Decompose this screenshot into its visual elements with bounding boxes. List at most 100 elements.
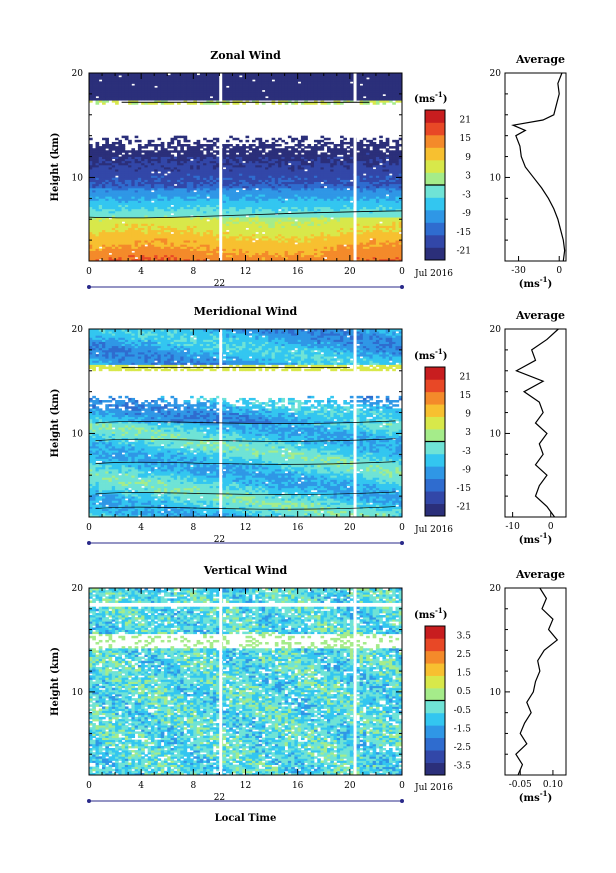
- heatmap-cell: [121, 75, 126, 78]
- heatmap-cell: [89, 185, 93, 189]
- heatmap-cell: [108, 171, 113, 174]
- heatmap-cell: [111, 202, 116, 205]
- heatmap-cell: [167, 150, 171, 153]
- heatmap-cell: [89, 223, 93, 226]
- heatmap-cell: [222, 169, 227, 172]
- heatmap-cell: [102, 77, 106, 80]
- heatmap-cell: [108, 87, 113, 91]
- heatmap-cell: [98, 212, 103, 216]
- heatmap-cell: [225, 154, 230, 157]
- heatmap-cell: [89, 158, 93, 162]
- heatmap-cell: [121, 83, 126, 86]
- heatmap-cell: [111, 181, 116, 185]
- heatmap-cell: [235, 144, 240, 147]
- heatmap-cell: [131, 85, 136, 89]
- heatmap-cell: [89, 202, 93, 205]
- heatmap-cell: [137, 144, 142, 147]
- heatmap-cell: [92, 154, 96, 157]
- heatmap-cell: [115, 100, 119, 103]
- heatmap-cell: [199, 150, 204, 153]
- heatmap-cell: [261, 141, 266, 145]
- heatmap-cell: [163, 148, 168, 151]
- heatmap-cell: [111, 200, 116, 203]
- heatmap-cell: [291, 146, 295, 149]
- heatmap-cell: [89, 83, 93, 86]
- heatmap-cell: [115, 150, 119, 153]
- heatmap-cell: [124, 221, 129, 224]
- heatmap-cell: [111, 212, 116, 216]
- heatmap-cell: [124, 244, 129, 247]
- heatmap-cell: [89, 244, 93, 247]
- heatmap-cell: [105, 162, 109, 166]
- heatmap-cell: [121, 194, 126, 197]
- heatmap-cell: [102, 93, 106, 97]
- heatmap-cell: [89, 154, 93, 157]
- heatmap-cell: [98, 227, 103, 231]
- heatmap-cell: [128, 200, 132, 203]
- heatmap-cell: [102, 89, 106, 93]
- heatmap-cell: [105, 196, 109, 199]
- heatmap-cell: [212, 150, 217, 153]
- heatmap-cell: [294, 221, 299, 224]
- heatmap-cell: [102, 189, 106, 193]
- heatmap-cell: [89, 85, 93, 89]
- heatmap-cell: [89, 235, 93, 239]
- heatmap-cell: [102, 233, 106, 237]
- heatmap-cell: [92, 169, 96, 172]
- heatmap-cell: [105, 141, 109, 145]
- heatmap-cell: [118, 141, 122, 145]
- heatmap-cell: [105, 73, 109, 76]
- heatmap-cell: [98, 210, 103, 214]
- heatmap-cell: [245, 146, 250, 149]
- heatmap-cell: [92, 246, 96, 249]
- heatmap-cell: [108, 160, 113, 164]
- heatmap-cell: [278, 148, 282, 151]
- heatmap-cell: [118, 162, 122, 166]
- heatmap-cell: [102, 206, 106, 210]
- heatmap-cell: [92, 181, 96, 185]
- heatmap-cell: [111, 141, 116, 145]
- heatmap-cell: [105, 183, 109, 187]
- heatmap-cell: [128, 221, 132, 224]
- heatmap-cell: [98, 225, 103, 228]
- heatmap-cell: [89, 229, 93, 233]
- heatmap-cell: [95, 258, 100, 262]
- heatmap-cell: [115, 252, 119, 256]
- heatmap-cell: [98, 146, 103, 149]
- heatmap-cell: [121, 252, 126, 256]
- heatmap-cell: [95, 200, 100, 203]
- heatmap-cell: [124, 75, 129, 78]
- heatmap-cell: [268, 144, 272, 147]
- heatmap-cell: [150, 139, 155, 143]
- heatmap-cell: [111, 73, 116, 76]
- heatmap-cell: [111, 91, 116, 95]
- heatmap-cell: [157, 137, 162, 141]
- heatmap-cell: [105, 238, 109, 241]
- heatmap-cell: [95, 194, 100, 197]
- heatmap-cell: [92, 156, 96, 160]
- heatmap-cell: [278, 154, 282, 157]
- heatmap-cell: [203, 137, 207, 141]
- heatmap-cell: [128, 189, 132, 193]
- heatmap-cell: [121, 256, 126, 260]
- heatmap-cell: [102, 85, 106, 89]
- heatmap-cell: [102, 244, 106, 247]
- heatmap-cell: [206, 139, 211, 143]
- heatmap-cell: [118, 83, 122, 86]
- heatmap-cell: [102, 179, 106, 183]
- heatmap-cell: [98, 221, 103, 224]
- heatmap-cell: [124, 258, 129, 262]
- heatmap-cell: [115, 187, 119, 191]
- heatmap-cell: [92, 152, 96, 155]
- heatmap-cell: [108, 179, 113, 183]
- heatmap-cell: [108, 85, 113, 89]
- heatmap-cell: [274, 215, 279, 218]
- heatmap-cell: [124, 89, 129, 93]
- heatmap-cell: [111, 250, 116, 254]
- heatmap-cell: [105, 167, 109, 170]
- panel-title: Zonal Wind: [210, 49, 281, 62]
- heatmap-cell: [108, 208, 113, 212]
- heatmap-cell: [203, 144, 207, 147]
- heatmap-cell: [186, 144, 191, 147]
- heatmap-cell: [111, 192, 116, 195]
